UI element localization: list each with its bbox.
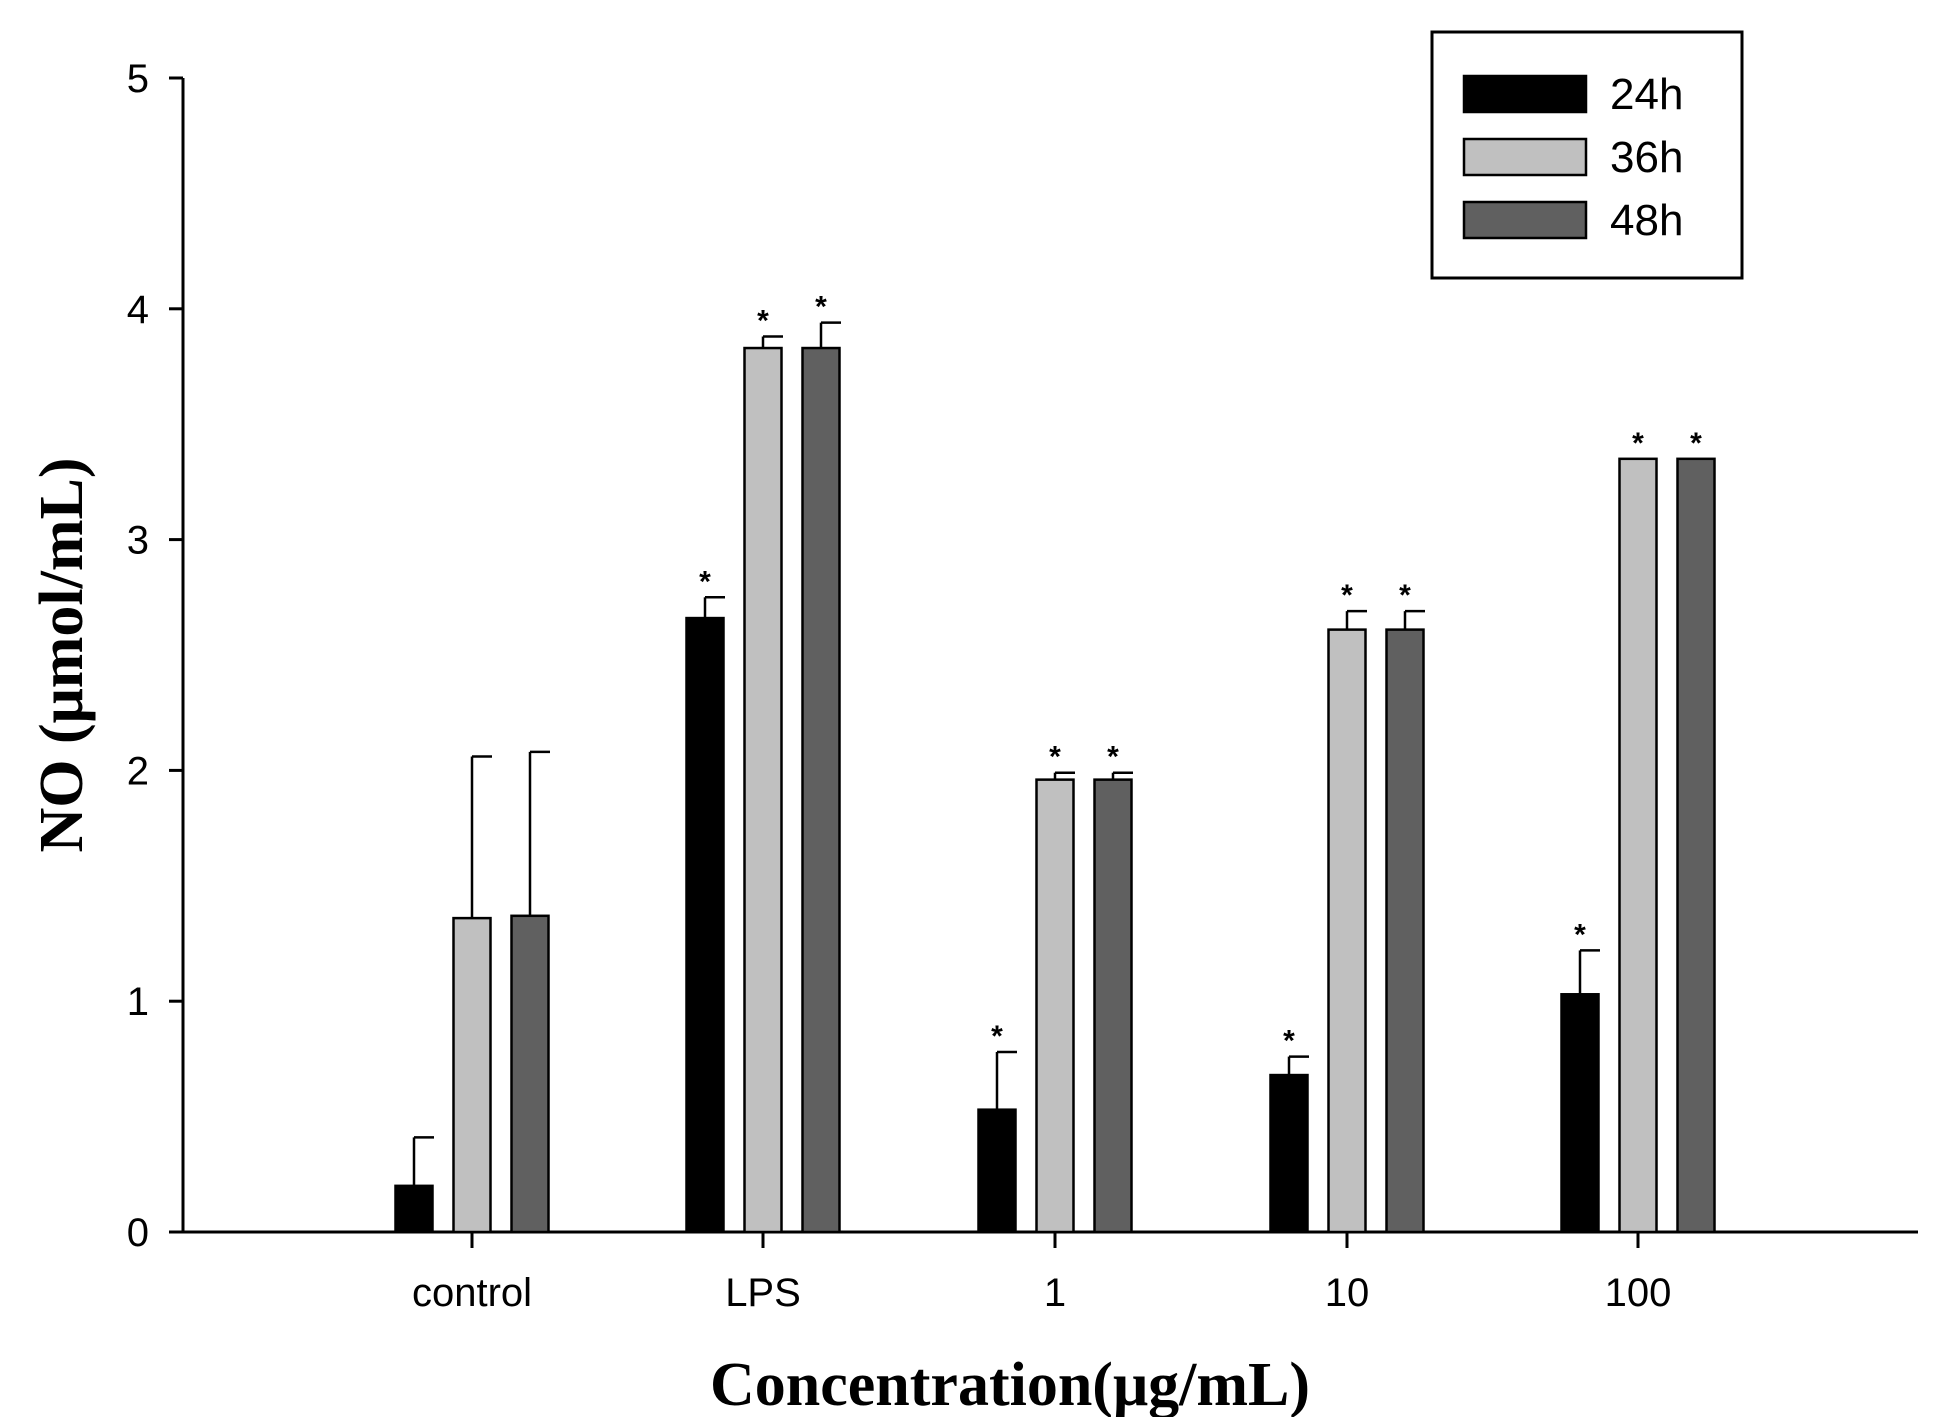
y-tick-label: 5 xyxy=(127,57,149,101)
bar-48h-LPS xyxy=(801,346,841,1234)
significance-marker: * xyxy=(1107,741,1119,774)
y-tick-label: 0 xyxy=(127,1211,149,1255)
y-tick-label: 2 xyxy=(127,749,149,793)
x-tick-label: 100 xyxy=(1605,1271,1672,1315)
legend-label-36h: 36h xyxy=(1610,133,1683,182)
legend-swatch-48h xyxy=(1462,200,1588,240)
significance-marker: * xyxy=(1283,1025,1295,1058)
bar-48h-control xyxy=(510,914,550,1234)
y-tick-label: 1 xyxy=(127,980,149,1024)
labels: 0 1 2 3 4 5 control LPS * * * 1 * * * 10 * * * 100 * * * Concen… xyxy=(28,57,1702,1417)
significance-marker: * xyxy=(1632,427,1644,460)
x-tick-label: control xyxy=(412,1271,532,1315)
legend-swatch-36h xyxy=(1462,137,1588,177)
significance-marker: * xyxy=(1341,579,1353,612)
bar-24h-LPS xyxy=(685,616,725,1234)
significance-marker: * xyxy=(1690,427,1702,460)
bar-48h-100 xyxy=(1676,457,1716,1234)
significance-marker: * xyxy=(1574,918,1586,951)
x-axis-title: Concentration(μg/mL) xyxy=(710,1351,1310,1417)
bar-24h-control xyxy=(394,1184,434,1234)
bar-36h-100 xyxy=(1618,457,1658,1234)
x-tick-label: LPS xyxy=(725,1271,801,1315)
bar-36h-control xyxy=(452,916,492,1234)
legend: 24h 36h 48h xyxy=(1430,30,1744,280)
significance-marker: * xyxy=(815,291,827,324)
bar-24h-10 xyxy=(1269,1073,1309,1234)
y-tick-label: 3 xyxy=(127,519,149,563)
bar-48h-10 xyxy=(1385,628,1425,1234)
legend-swatch-24h xyxy=(1462,74,1588,114)
significance-marker: * xyxy=(991,1020,1003,1053)
legend-label-48h: 48h xyxy=(1610,196,1683,245)
bar-24h-1 xyxy=(977,1108,1017,1234)
significance-marker: * xyxy=(757,304,769,337)
y-axis-title: NO (μmol/mL) xyxy=(28,457,96,852)
bar-36h-10 xyxy=(1327,628,1367,1234)
bar-36h-LPS xyxy=(743,346,783,1234)
bars xyxy=(394,321,1716,1234)
significance-marker: * xyxy=(699,565,711,598)
y-tick-label: 4 xyxy=(127,288,149,332)
significance-marker: * xyxy=(1399,579,1411,612)
x-tick-label: 10 xyxy=(1325,1271,1370,1315)
legend-label-24h: 24h xyxy=(1610,70,1683,119)
significance-marker: * xyxy=(1049,741,1061,774)
bar-24h-100 xyxy=(1560,993,1600,1234)
bar-36h-1 xyxy=(1035,778,1075,1234)
x-tick-label: 1 xyxy=(1044,1271,1066,1315)
bar-48h-1 xyxy=(1093,778,1133,1234)
